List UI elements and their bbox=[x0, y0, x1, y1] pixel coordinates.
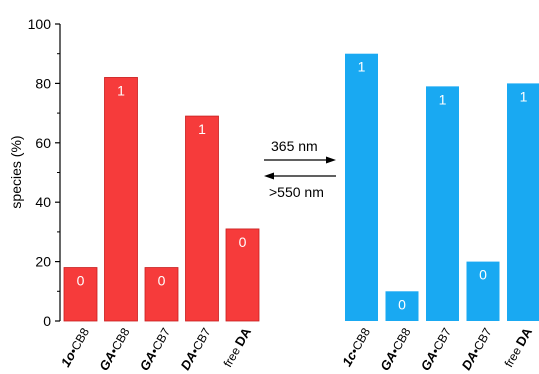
forward-arrow-head bbox=[326, 156, 336, 164]
bar bbox=[507, 83, 539, 322]
y-tick-label: 80 bbox=[35, 75, 51, 91]
bar bbox=[345, 53, 378, 321]
y-tick-label: 60 bbox=[35, 135, 51, 151]
bar-data-label: 0 bbox=[398, 296, 406, 312]
bar-data-label: 1 bbox=[198, 121, 206, 137]
bar bbox=[104, 77, 138, 322]
bar bbox=[185, 115, 219, 322]
x-tick-label: GA•CB7 bbox=[418, 325, 455, 374]
bar bbox=[426, 86, 459, 322]
backward-label: >550 nm bbox=[269, 184, 324, 200]
x-tick-label: GA•CB8 bbox=[96, 325, 133, 374]
bar-data-label: 1 bbox=[358, 59, 366, 75]
bar bbox=[466, 261, 500, 321]
bar-data-label: 0 bbox=[239, 234, 247, 250]
x-tick-label: free DA bbox=[220, 324, 255, 369]
bar-data-label: 0 bbox=[479, 267, 487, 283]
bar-data-label: 0 bbox=[158, 273, 166, 289]
y-axis: 0 20 40 60 80 100 bbox=[28, 16, 61, 329]
bar-data-label: 0 bbox=[77, 273, 85, 289]
x-tick-label: GA•CB8 bbox=[377, 325, 414, 374]
x-tick-label: GA•CB7 bbox=[137, 325, 174, 374]
photoswitch-arrows: 365 nm >550 nm bbox=[264, 138, 336, 200]
y-tick-label: 0 bbox=[43, 313, 51, 329]
x-tick-label: 1c•CB8 bbox=[339, 325, 373, 369]
x-tick-label: 1o•CB8 bbox=[58, 325, 93, 370]
bars: 0 1 0 1 0 1 0 1 0 1 bbox=[63, 53, 539, 322]
x-tick-label: DA•CB7 bbox=[177, 325, 213, 373]
bar bbox=[225, 228, 260, 322]
x-tick-label: free DA bbox=[501, 324, 536, 369]
backward-arrow-head bbox=[264, 172, 274, 180]
bar-data-label: 1 bbox=[439, 91, 447, 107]
y-axis-label: species (%) bbox=[8, 135, 24, 208]
x-tick-label: DA•CB7 bbox=[458, 325, 494, 373]
bar bbox=[385, 291, 419, 321]
y-tick-label: 100 bbox=[28, 16, 52, 32]
y-tick-label: 40 bbox=[35, 194, 51, 210]
bar bbox=[144, 267, 179, 322]
bar-data-label: 1 bbox=[520, 88, 528, 104]
bar bbox=[63, 267, 98, 322]
y-tick-label: 20 bbox=[35, 254, 51, 270]
forward-label: 365 nm bbox=[271, 138, 318, 154]
bar-data-label: 1 bbox=[117, 82, 125, 98]
